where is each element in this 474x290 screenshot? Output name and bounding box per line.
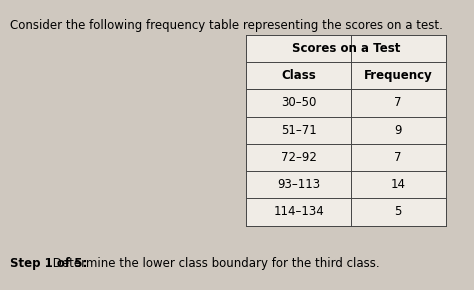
Bar xyxy=(351,89,446,117)
Text: 114–134: 114–134 xyxy=(273,206,324,218)
Bar xyxy=(351,198,446,226)
Text: Class: Class xyxy=(281,69,316,82)
Bar xyxy=(246,35,446,62)
Bar xyxy=(246,62,351,89)
Bar xyxy=(351,117,446,144)
Bar xyxy=(246,89,351,117)
Text: 7: 7 xyxy=(394,151,402,164)
Text: Determine the lower class boundary for the third class.: Determine the lower class boundary for t… xyxy=(49,257,380,270)
Bar xyxy=(246,198,351,226)
Text: Scores on a Test: Scores on a Test xyxy=(292,42,400,55)
Text: 51–71: 51–71 xyxy=(281,124,317,137)
Text: 9: 9 xyxy=(394,124,402,137)
Text: 5: 5 xyxy=(394,206,402,218)
Text: 30–50: 30–50 xyxy=(281,97,316,109)
Bar xyxy=(246,171,351,198)
Bar xyxy=(246,144,351,171)
Text: 93–113: 93–113 xyxy=(277,178,320,191)
Text: 72–92: 72–92 xyxy=(281,151,317,164)
Bar xyxy=(351,171,446,198)
Text: Step 1 of 5:: Step 1 of 5: xyxy=(10,257,88,270)
Bar xyxy=(351,144,446,171)
Text: Consider the following frequency table representing the scores on a test.: Consider the following frequency table r… xyxy=(10,19,443,32)
Bar xyxy=(351,62,446,89)
Text: Frequency: Frequency xyxy=(364,69,433,82)
Text: 14: 14 xyxy=(391,178,406,191)
Bar xyxy=(246,117,351,144)
Text: 7: 7 xyxy=(394,97,402,109)
